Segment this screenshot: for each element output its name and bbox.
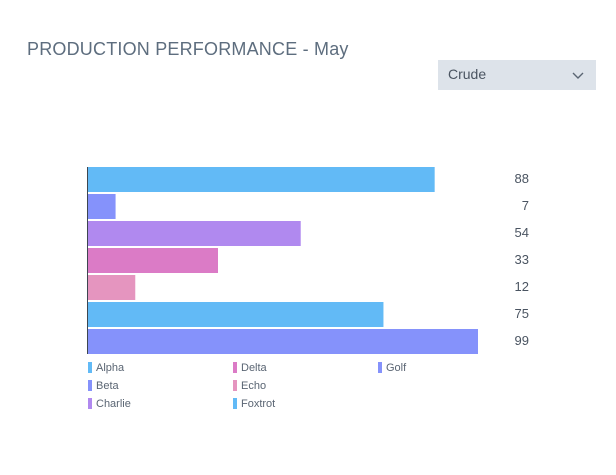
legend-swatch	[88, 380, 92, 391]
bar-echo[interactable]	[88, 275, 136, 300]
legend-label: Delta	[241, 362, 267, 374]
legend-label: Charlie	[96, 398, 131, 410]
page-title: PRODUCTION PERFORMANCE - May	[27, 39, 349, 59]
legend-swatch	[233, 398, 237, 409]
bar-alpha[interactable]	[88, 167, 435, 192]
legend-label: Alpha	[96, 362, 125, 374]
legend-label: Echo	[241, 380, 267, 392]
bar-charlie[interactable]	[88, 221, 301, 246]
data-label-foxtrot: 75	[515, 306, 529, 321]
legend-swatch	[88, 398, 92, 409]
legend-label: Golf	[386, 362, 407, 374]
bar-chart: 88 7 54 33 12 75 99	[87, 167, 529, 354]
bar-golf[interactable]	[88, 329, 478, 354]
bar-delta[interactable]	[88, 248, 218, 273]
chart-legend: Alpha Beta Charlie Delta Echo Foxtrot Golf	[88, 361, 528, 417]
data-label-charlie: 54	[515, 225, 529, 240]
data-label-alpha: 88	[515, 171, 529, 186]
legend-swatch	[233, 362, 237, 373]
legend-swatch	[88, 362, 92, 373]
chevron-down-icon	[572, 72, 584, 79]
bar-beta[interactable]	[88, 194, 116, 219]
dropdown-selected-value: Crude	[448, 66, 487, 82]
data-label-delta: 33	[515, 252, 529, 267]
legend-swatch	[378, 362, 382, 373]
data-label-beta: 7	[522, 198, 529, 213]
legend-label: Beta	[96, 380, 119, 392]
legend-swatch	[233, 380, 237, 391]
data-label-echo: 12	[515, 279, 529, 294]
category-dropdown[interactable]: Crude	[438, 60, 596, 90]
data-label-golf: 99	[515, 333, 529, 348]
bar-foxtrot[interactable]	[88, 302, 384, 327]
legend-label: Foxtrot	[241, 398, 276, 410]
